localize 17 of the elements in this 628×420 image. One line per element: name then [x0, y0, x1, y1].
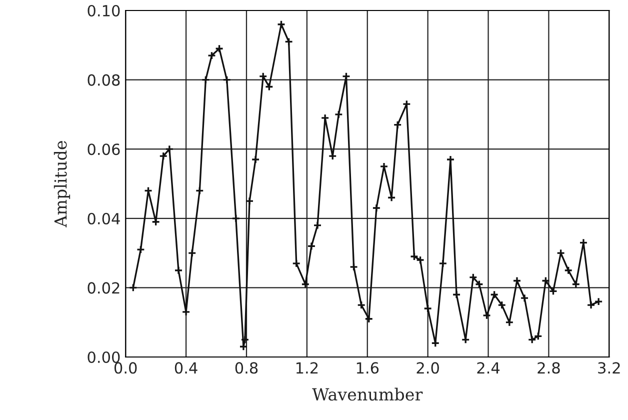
y-tick-label: 0.02	[88, 282, 120, 294]
x-tick-label: 3.2	[598, 362, 620, 374]
x-tick-label: 1.6	[356, 362, 379, 374]
x-tick-label: 0.8	[235, 362, 258, 374]
x-axis-title: Wavenumber	[312, 388, 423, 401]
y-tick-label: 0.08	[88, 74, 120, 86]
x-tick-label: 2.0	[416, 362, 439, 374]
y-tick-label: 0.00	[88, 351, 120, 364]
y-tick-label: 0.06	[88, 144, 120, 156]
x-tick-label: 0.0	[114, 362, 137, 374]
x-tick-label: 2.8	[538, 362, 560, 374]
y-tick-label: 0.04	[88, 212, 120, 224]
x-tick-label: 2.4	[477, 362, 500, 374]
x-tick-label: 1.2	[296, 362, 318, 374]
y-axis-title: Amplitude	[54, 141, 70, 228]
x-tick-label: 0.4	[174, 362, 198, 374]
y-tick-label: 0.10	[88, 4, 120, 17]
